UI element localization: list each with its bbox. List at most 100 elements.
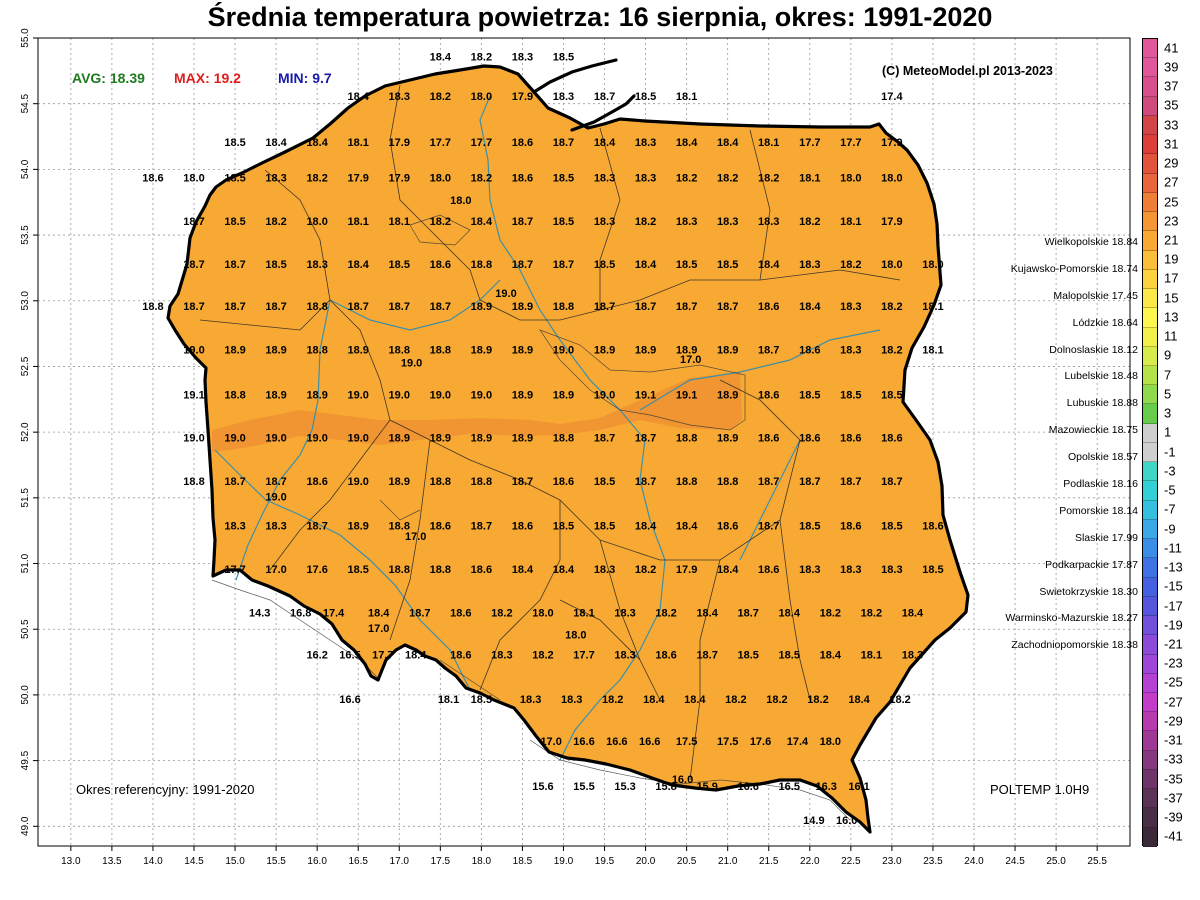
y-tick-label: 51.5 — [20, 488, 31, 508]
temperature-value: 18.2 — [471, 172, 492, 184]
temperature-value: 18.9 — [512, 301, 533, 313]
region-average: Pomorskie 18.14 — [1059, 504, 1138, 517]
temperature-value: 18.7 — [409, 607, 430, 619]
temperature-value: 18.7 — [594, 91, 615, 103]
temperature-value: 18.9 — [594, 345, 615, 357]
colorbar-label: -15 — [1164, 578, 1183, 594]
x-tick-label: 22.5 — [841, 856, 861, 867]
temperature-value: 18.1 — [347, 137, 368, 149]
temperature-value: 18.7 — [717, 301, 738, 313]
colorbar-label: -31 — [1164, 732, 1183, 748]
colorbar-label: 3 — [1164, 405, 1172, 421]
y-tick-label: 50.5 — [20, 619, 31, 639]
region-averages-list: Wielkopolskie 18.84 Kujawsko-Pomorskie 18… — [978, 236, 1138, 666]
temperature-value: 17.9 — [512, 91, 533, 103]
colorbar-label: 11 — [1164, 328, 1178, 344]
temperature-value: 18.6 — [553, 476, 574, 488]
colorbar — [1142, 38, 1158, 847]
x-tick-label: 18.5 — [513, 856, 533, 867]
temperature-value: 18.2 — [430, 216, 451, 228]
temperature-value: 18.9 — [347, 345, 368, 357]
temperature-value: 18.7 — [696, 649, 717, 661]
temperature-value: 18.6 — [512, 137, 533, 149]
temperature-value: 18.5 — [799, 389, 820, 401]
temperature-value: 18.8 — [389, 345, 410, 357]
temperature-value: 18.8 — [430, 345, 451, 357]
temperature-value: 18.6 — [717, 521, 738, 533]
temperature-value: 18.6 — [430, 259, 451, 271]
temperature-value: 18.3 — [881, 564, 902, 576]
temperature-value: 18.5 — [347, 564, 368, 576]
temperature-value: 18.2 — [725, 694, 746, 706]
temperature-value: 18.9 — [512, 345, 533, 357]
colorbar-swatch — [1143, 596, 1157, 617]
colorbar-swatch — [1143, 539, 1157, 559]
temperature-value: 15.6 — [532, 781, 553, 793]
temperature-value: 18.3 — [758, 216, 779, 228]
colorbar-swatch — [1143, 616, 1157, 636]
y-tick-label: 53.0 — [20, 291, 31, 311]
temperature-value: 16.3 — [815, 781, 836, 793]
temperature-value: 18.0 — [183, 172, 204, 184]
x-tick-label: 15.5 — [266, 856, 286, 867]
rivers — [214, 95, 881, 761]
temperature-values: 18.4 18.2 18.3 18.5 18.4 18.3 18.2 18.0 17.9 18.3… — [142, 52, 943, 827]
temperature-value: 16.0 — [836, 815, 857, 827]
temperature-value: 18.8 — [471, 476, 492, 488]
colorbar-swatch — [1143, 346, 1157, 366]
temperature-value: 18.3 — [635, 172, 656, 184]
temperature-value: 17.7 — [224, 564, 245, 576]
temperature-value: 18.7 — [635, 301, 656, 313]
colorbar-label: 21 — [1164, 232, 1179, 248]
temperature-value: 18.5 — [881, 389, 902, 401]
temperature-value: 18.2 — [881, 345, 902, 357]
temperature-value: 18.7 — [553, 259, 574, 271]
temperature-value: 18.8 — [676, 433, 697, 445]
temperature-value: 18.2 — [306, 172, 327, 184]
temperature-value: 18.6 — [512, 172, 533, 184]
temperature-value: 18.8 — [142, 301, 163, 313]
colorbar-label: -13 — [1164, 559, 1183, 575]
temperature-value: 17.6 — [306, 564, 327, 576]
temperature-value: 18.4 — [643, 694, 665, 706]
colorbar-label: 9 — [1164, 347, 1172, 363]
temperature-value: 18.1 — [347, 216, 368, 228]
temperature-value: 18.2 — [758, 172, 779, 184]
temperature-value: 18.3 — [902, 649, 923, 661]
temperature-value: 18.1 — [573, 607, 594, 619]
temperature-value: 18.0 — [840, 172, 861, 184]
temperature-value: 18.9 — [717, 345, 738, 357]
temperature-value: 17.7 — [840, 137, 861, 149]
temperature-value: 18.9 — [224, 345, 245, 357]
temperature-value: 18.9 — [717, 433, 738, 445]
temperature-value: 18.3 — [614, 649, 635, 661]
temperature-value: 18.4 — [635, 521, 657, 533]
colorbar-label: -23 — [1164, 655, 1183, 671]
temperature-value: 18.2 — [265, 216, 286, 228]
temperature-value: 19.0 — [347, 433, 368, 445]
temperature-value: 18.5 — [881, 521, 902, 533]
temperature-value: 14.9 — [803, 815, 824, 827]
temperature-value: 17.6 — [750, 736, 771, 748]
temperature-value: 18.1 — [922, 345, 943, 357]
temperature-value: 19.1 — [676, 389, 697, 401]
copyright-text: (C) MeteoModel.pl 2013-2023 — [882, 64, 1053, 78]
temperature-value: 18.7 — [183, 216, 204, 228]
colorbar-swatch — [1143, 481, 1157, 501]
temperature-value: 18.8 — [430, 476, 451, 488]
temperature-value: 15.3 — [614, 781, 635, 793]
temperature-value: 18.3 — [389, 91, 410, 103]
temperature-value: 17.0 — [405, 531, 426, 543]
temperature-value: 18.7 — [224, 301, 245, 313]
colorbar-label: -25 — [1164, 674, 1183, 690]
temperature-value: 17.9 — [881, 137, 902, 149]
temperature-value: 19.1 — [183, 389, 204, 401]
temperature-value: 18.5 — [553, 52, 574, 64]
colorbar-swatch — [1143, 327, 1157, 347]
colorbar-swatch — [1143, 558, 1157, 578]
temperature-value: 19.0 — [471, 389, 492, 401]
colorbar-swatch — [1143, 404, 1157, 424]
temperature-value: 18.3 — [717, 216, 738, 228]
colorbar-swatch — [1143, 58, 1157, 78]
